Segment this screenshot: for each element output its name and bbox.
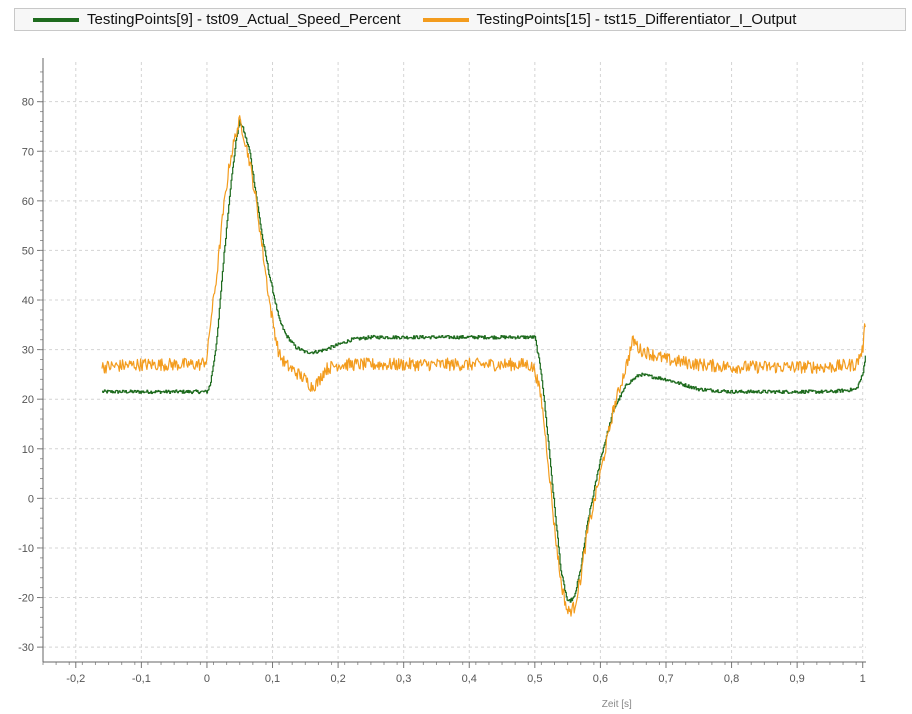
series-line-2[interactable] (101, 115, 866, 617)
legend-entry-series-2[interactable]: TestingPoints[15] - tst15_Differentiator… (422, 11, 797, 28)
legend-entry-series-1[interactable]: TestingPoints[9] - tst09_Actual_Speed_Pe… (33, 11, 401, 28)
x-tick-label: 0,3 (396, 673, 411, 685)
y-tick-label: 20 (22, 394, 34, 406)
x-tick-label: 0,1 (265, 673, 280, 685)
x-axis-title: Zeit [s] (602, 699, 632, 710)
y-tick-label: 70 (22, 146, 34, 158)
y-tick-label: 80 (22, 97, 34, 109)
y-tick-label: 10 (22, 444, 34, 456)
x-tick-label: 0,4 (462, 673, 477, 685)
x-tick-label: 0,9 (789, 673, 804, 685)
series-lines (101, 115, 866, 617)
x-tick-label: 0,2 (330, 673, 345, 685)
x-tick-label: 1 (860, 673, 866, 685)
y-tick-label: 30 (22, 345, 34, 357)
y-tick-label: 50 (22, 245, 34, 257)
y-tick-label: 0 (28, 493, 34, 505)
axes (37, 58, 866, 668)
x-tick-label: 0,6 (593, 673, 608, 685)
legend-label-series-1: TestingPoints[9] - tst09_Actual_Speed_Pe… (87, 11, 401, 28)
series-line-1[interactable] (102, 119, 866, 603)
legend-swatch-series-2 (422, 17, 469, 22)
tick-labels: -0,2 -0,1 0 0,1 0,2 0,3 0,4 0,5 0,6 0,7 0,8 0,9 1 80 7… (18, 97, 866, 685)
y-tick-label: -30 (18, 642, 34, 654)
y-tick-label: 40 (22, 295, 34, 307)
x-tick-label: 0,8 (724, 673, 739, 685)
y-tick-label: 60 (22, 196, 34, 208)
x-tick-label: -0,1 (132, 673, 151, 685)
x-tick-label: 0,5 (527, 673, 542, 685)
legend: TestingPoints[9] - tst09_Actual_Speed_Pe… (14, 8, 906, 31)
y-tick-label: -10 (18, 543, 34, 555)
legend-swatch-series-1 (33, 17, 79, 22)
legend-label-series-2: TestingPoints[15] - tst15_Differentiator… (476, 11, 797, 28)
x-tick-label: -0,2 (66, 673, 85, 685)
x-tick-label: 0 (204, 673, 210, 685)
x-tick-label: 0,7 (658, 673, 673, 685)
y-tick-label: -20 (18, 593, 34, 605)
